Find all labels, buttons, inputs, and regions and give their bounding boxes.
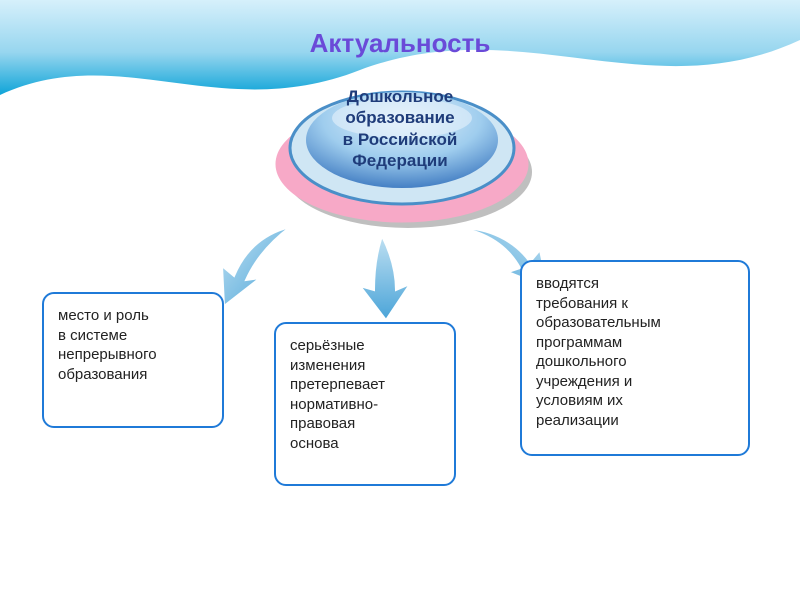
box-line: учреждения и bbox=[536, 372, 734, 392]
box-line: реализации bbox=[536, 411, 734, 431]
page-title: Актуальность bbox=[0, 28, 800, 59]
box-line: образования bbox=[58, 365, 208, 385]
center-line: Федерации bbox=[282, 150, 518, 171]
box-line: непрерывного bbox=[58, 345, 208, 365]
box-line: требования к bbox=[536, 294, 734, 314]
box-left: место и роль в системе непрерывного обра… bbox=[42, 292, 224, 428]
box-middle: серьёзные изменения претерпевает нормати… bbox=[274, 322, 456, 486]
center-line: Дошкольное bbox=[282, 86, 518, 107]
box-line: нормативно- bbox=[290, 395, 440, 415]
box-line: серьёзные bbox=[290, 336, 440, 356]
box-line: место и роль bbox=[58, 306, 208, 326]
box-line: условиям их bbox=[536, 391, 734, 411]
box-line: претерпевает bbox=[290, 375, 440, 395]
center-line: образование bbox=[282, 107, 518, 128]
box-line: программам bbox=[536, 333, 734, 353]
box-line: дошкольного bbox=[536, 352, 734, 372]
page-title-text: Актуальность bbox=[310, 28, 491, 58]
box-line: образовательным bbox=[536, 313, 734, 333]
box-line: вводятся bbox=[536, 274, 734, 294]
box-line: в системе bbox=[58, 326, 208, 346]
arrow-middle bbox=[352, 234, 422, 322]
box-line: правовая bbox=[290, 414, 440, 434]
box-right: вводятся требования к образовательным пр… bbox=[520, 260, 750, 456]
center-ellipse-text: Дошкольное образование в Российской Феде… bbox=[282, 86, 518, 171]
box-line: основа bbox=[290, 434, 440, 454]
box-line: изменения bbox=[290, 356, 440, 376]
center-line: в Российской bbox=[282, 129, 518, 150]
arrow-left bbox=[210, 222, 300, 312]
